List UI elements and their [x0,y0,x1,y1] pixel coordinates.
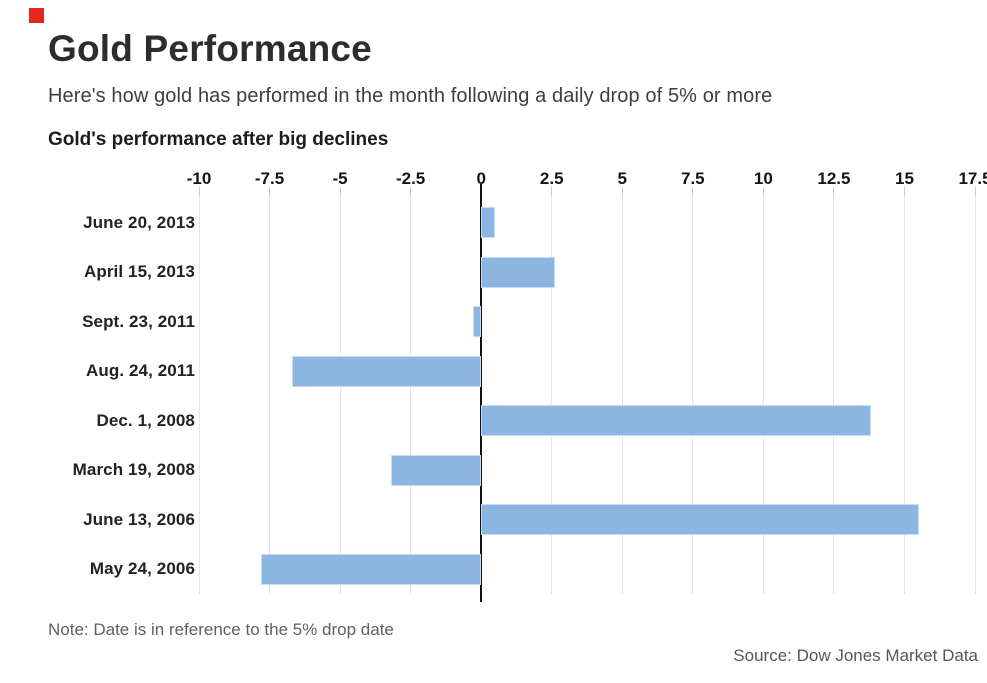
x-axis-tick-label: 17.5 [958,169,987,188]
gridline [974,196,976,594]
gridline [762,196,764,594]
chart-footnote: Note: Date is in reference to the 5% dro… [48,620,394,639]
axis-tick-mark [198,187,200,196]
chart-title: Gold's performance after big declines [48,129,389,150]
zero-axis-line [480,184,483,602]
x-axis-tick-label: 10 [753,169,773,188]
category-label: May 24, 2006 [89,559,195,579]
page-title: Gold Performance [48,28,372,69]
bar [481,504,919,536]
gridline [410,196,412,594]
bar [472,306,482,338]
x-axis-tick-label: 0 [476,169,486,188]
x-axis-tick-label: 12.5 [817,169,851,188]
x-axis-tick-label: -7.5 [254,169,285,188]
gridline [833,196,835,594]
x-axis-tick-label: -5 [332,169,348,188]
axis-tick-mark [410,187,412,196]
axis-tick-mark [762,187,764,196]
gridline [692,196,694,594]
bar [481,405,871,437]
axis-tick-mark [551,187,553,196]
category-label: Dec. 1, 2008 [96,410,195,430]
x-axis-tick-label: 7.5 [680,169,705,188]
bar [390,454,482,486]
x-axis-tick-label: 5 [617,169,627,188]
category-label: Sept. 23, 2011 [82,311,195,331]
brand-logo-square [29,8,44,23]
bar [481,207,496,239]
x-axis-tick-label: -10 [186,169,212,188]
x-axis-tick-label: 2.5 [539,169,564,188]
axis-tick-mark [621,187,623,196]
category-label: June 20, 2013 [83,212,195,232]
category-label: Aug. 24, 2011 [85,361,195,381]
gridline [269,196,271,594]
axis-tick-mark [339,187,341,196]
category-label: June 13, 2006 [83,509,195,529]
axis-tick-mark [903,187,905,196]
x-axis-tick-label: -2.5 [395,169,426,188]
gridline [551,196,553,594]
gridline [903,196,905,594]
category-label: March 19, 2008 [72,460,195,480]
axis-tick-mark [692,187,694,196]
axis-tick-mark [974,187,976,196]
gridline [339,196,341,594]
axis-tick-mark [833,187,835,196]
category-label: April 15, 2013 [83,262,195,282]
bar [261,553,482,585]
bar [481,256,555,288]
gridline [198,196,200,594]
chart-source: Source: Dow Jones Market Data [733,646,978,665]
axis-tick-mark [269,187,271,196]
bar [292,355,482,387]
gridline [621,196,623,594]
x-axis-tick-label: 15 [894,169,914,188]
page-subtitle: Here's how gold has performed in the mon… [48,85,773,107]
